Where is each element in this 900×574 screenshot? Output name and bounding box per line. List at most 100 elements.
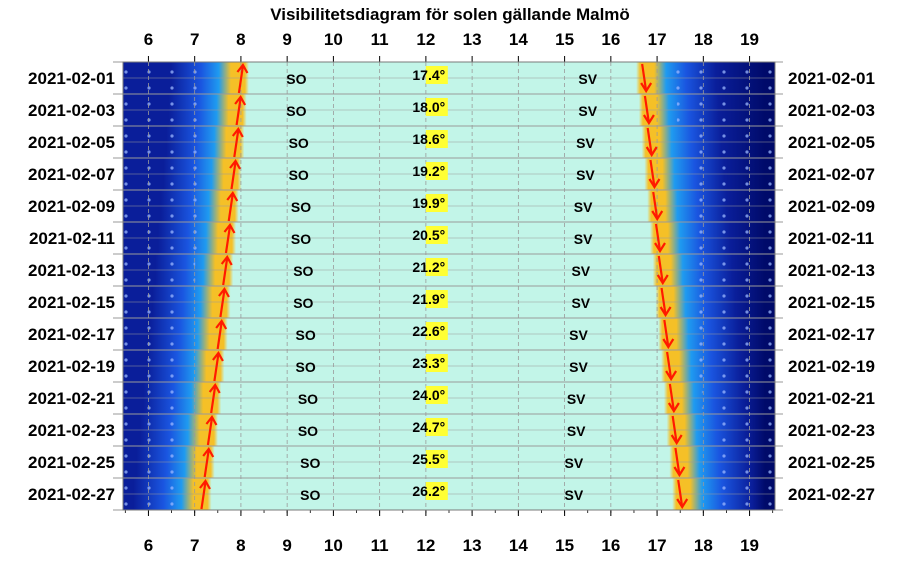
row-date-label-right: 2021-02-25 — [788, 453, 875, 472]
southeast-label: SO — [291, 199, 311, 215]
row-date-label-left: 2021-02-17 — [28, 325, 115, 344]
sunset-arrow — [676, 479, 689, 510]
sunset-arrow — [659, 287, 672, 318]
row-date-label-right: 2021-02-13 — [788, 261, 875, 280]
max-altitude-highlight — [425, 386, 448, 404]
x-tick-label-bottom: 7 — [190, 536, 199, 555]
max-altitude-label: 18.0° — [412, 99, 445, 115]
max-altitude-highlight — [425, 418, 448, 436]
marks — [199, 63, 689, 510]
max-altitude-label: 17.4° — [412, 67, 445, 83]
sunset-arrow — [651, 191, 664, 222]
max-altitude-highlight — [425, 194, 448, 212]
row-date-label-right: 2021-02-21 — [788, 389, 875, 408]
max-altitude-label: 20.5° — [412, 227, 445, 243]
sunrise-arrow — [212, 351, 224, 382]
southeast-label: SO — [293, 263, 313, 279]
southwest-label: SV — [578, 103, 597, 119]
max-altitude-label: 22.6° — [412, 323, 445, 339]
x-tick-label-bottom: 9 — [282, 536, 291, 555]
row-date-label-left: 2021-02-19 — [28, 357, 115, 376]
x-tick-label-top: 12 — [416, 30, 435, 49]
max-altitude-highlight — [425, 130, 448, 148]
southwest-label: SV — [576, 135, 595, 151]
row-date-label-right: 2021-02-19 — [788, 357, 875, 376]
max-altitude-highlight — [425, 162, 448, 180]
row-date-label-right: 2021-02-09 — [788, 197, 875, 216]
southwest-label: SV — [574, 231, 593, 247]
sunset-arrow — [665, 351, 678, 382]
x-tick-label-bottom: 15 — [555, 536, 574, 555]
x-tick-label-bottom: 12 — [416, 536, 435, 555]
row-date-label-right: 2021-02-07 — [788, 165, 875, 184]
southeast-label: SO — [286, 103, 306, 119]
x-tick-label-bottom: 18 — [694, 536, 713, 555]
southwest-label: SV — [565, 487, 584, 503]
x-tick-label-bottom: 13 — [463, 536, 482, 555]
sunrise-arrow — [215, 319, 228, 350]
x-tick-label-top: 16 — [601, 30, 620, 49]
max-altitude-highlight — [425, 98, 448, 116]
southwest-label: SV — [571, 263, 590, 279]
x-tick-label-top: 10 — [324, 30, 343, 49]
row-date-label-right: 2021-02-17 — [788, 325, 875, 344]
x-tick-label-bottom: 6 — [144, 536, 153, 555]
x-tick-label-top: 11 — [371, 30, 389, 49]
x-tick-label-bottom: 19 — [740, 536, 759, 555]
row-date-label-left: 2021-02-11 — [29, 229, 115, 248]
row-date-label-right: 2021-02-05 — [788, 133, 875, 152]
southeast-label: SO — [291, 231, 311, 247]
southeast-label: SO — [300, 487, 320, 503]
southeast-label: SO — [300, 455, 320, 471]
row-date-label-right: 2021-02-27 — [788, 485, 875, 504]
sunset-arrow — [654, 223, 666, 254]
southwest-label: SV — [571, 295, 590, 311]
x-tick-label-top: 14 — [509, 30, 528, 49]
southeast-label: SO — [286, 71, 306, 87]
sunset-arrow — [656, 255, 669, 286]
southeast-label: SO — [293, 295, 313, 311]
max-altitude-label: 21.9° — [412, 291, 445, 307]
max-altitude-highlight — [425, 322, 448, 340]
sunrise-arrow — [226, 191, 239, 222]
max-altitude-highlight — [425, 354, 448, 372]
southeast-label: SO — [296, 359, 316, 375]
sunrise-arrow — [199, 479, 211, 510]
row-date-label-left: 2021-02-03 — [28, 101, 115, 120]
max-altitude-label: 26.2° — [412, 483, 445, 499]
max-altitude-highlight — [425, 290, 448, 308]
sunrise-arrow — [231, 127, 244, 158]
row-date-label-left: 2021-02-01 — [28, 69, 115, 88]
max-altitude-highlight — [425, 226, 448, 244]
x-tick-label-top: 6 — [144, 30, 153, 49]
southeast-label: SO — [289, 167, 309, 183]
row-date-label-left: 2021-02-23 — [28, 421, 115, 440]
southwest-label: SV — [567, 423, 586, 439]
sunset-arrow — [673, 447, 686, 478]
row-date-label-left: 2021-02-09 — [28, 197, 115, 216]
sunrise-arrow — [229, 159, 241, 190]
chart-title: Visibilitetsdiagram för solen gällande M… — [270, 5, 630, 24]
sunset-arrow — [662, 319, 675, 350]
row-date-label-left: 2021-02-05 — [28, 133, 115, 152]
southwest-label: SV — [574, 199, 593, 215]
southwest-label: SV — [569, 359, 588, 375]
row-date-label-left: 2021-02-27 — [28, 485, 115, 504]
sunrise-arrow — [236, 63, 249, 94]
row-date-label-right: 2021-02-11 — [788, 229, 874, 248]
x-tick-label-top: 18 — [694, 30, 713, 49]
x-tick-label-bottom: 11 — [371, 536, 389, 555]
sunrise-arrow — [223, 223, 236, 254]
row-date-label-right: 2021-02-23 — [788, 421, 875, 440]
max-altitude-label: 24.7° — [412, 419, 445, 435]
sunset-arrow — [642, 95, 655, 126]
max-altitude-highlight — [425, 258, 448, 276]
sunrise-arrow — [218, 287, 230, 318]
southwest-label: SV — [576, 167, 595, 183]
sunset-arrow — [645, 127, 658, 158]
sunrise-arrow — [208, 383, 221, 414]
x-tick-label-top: 9 — [282, 30, 291, 49]
x-tick-label-top: 13 — [463, 30, 482, 49]
max-altitude-label: 18.6° — [412, 131, 445, 147]
